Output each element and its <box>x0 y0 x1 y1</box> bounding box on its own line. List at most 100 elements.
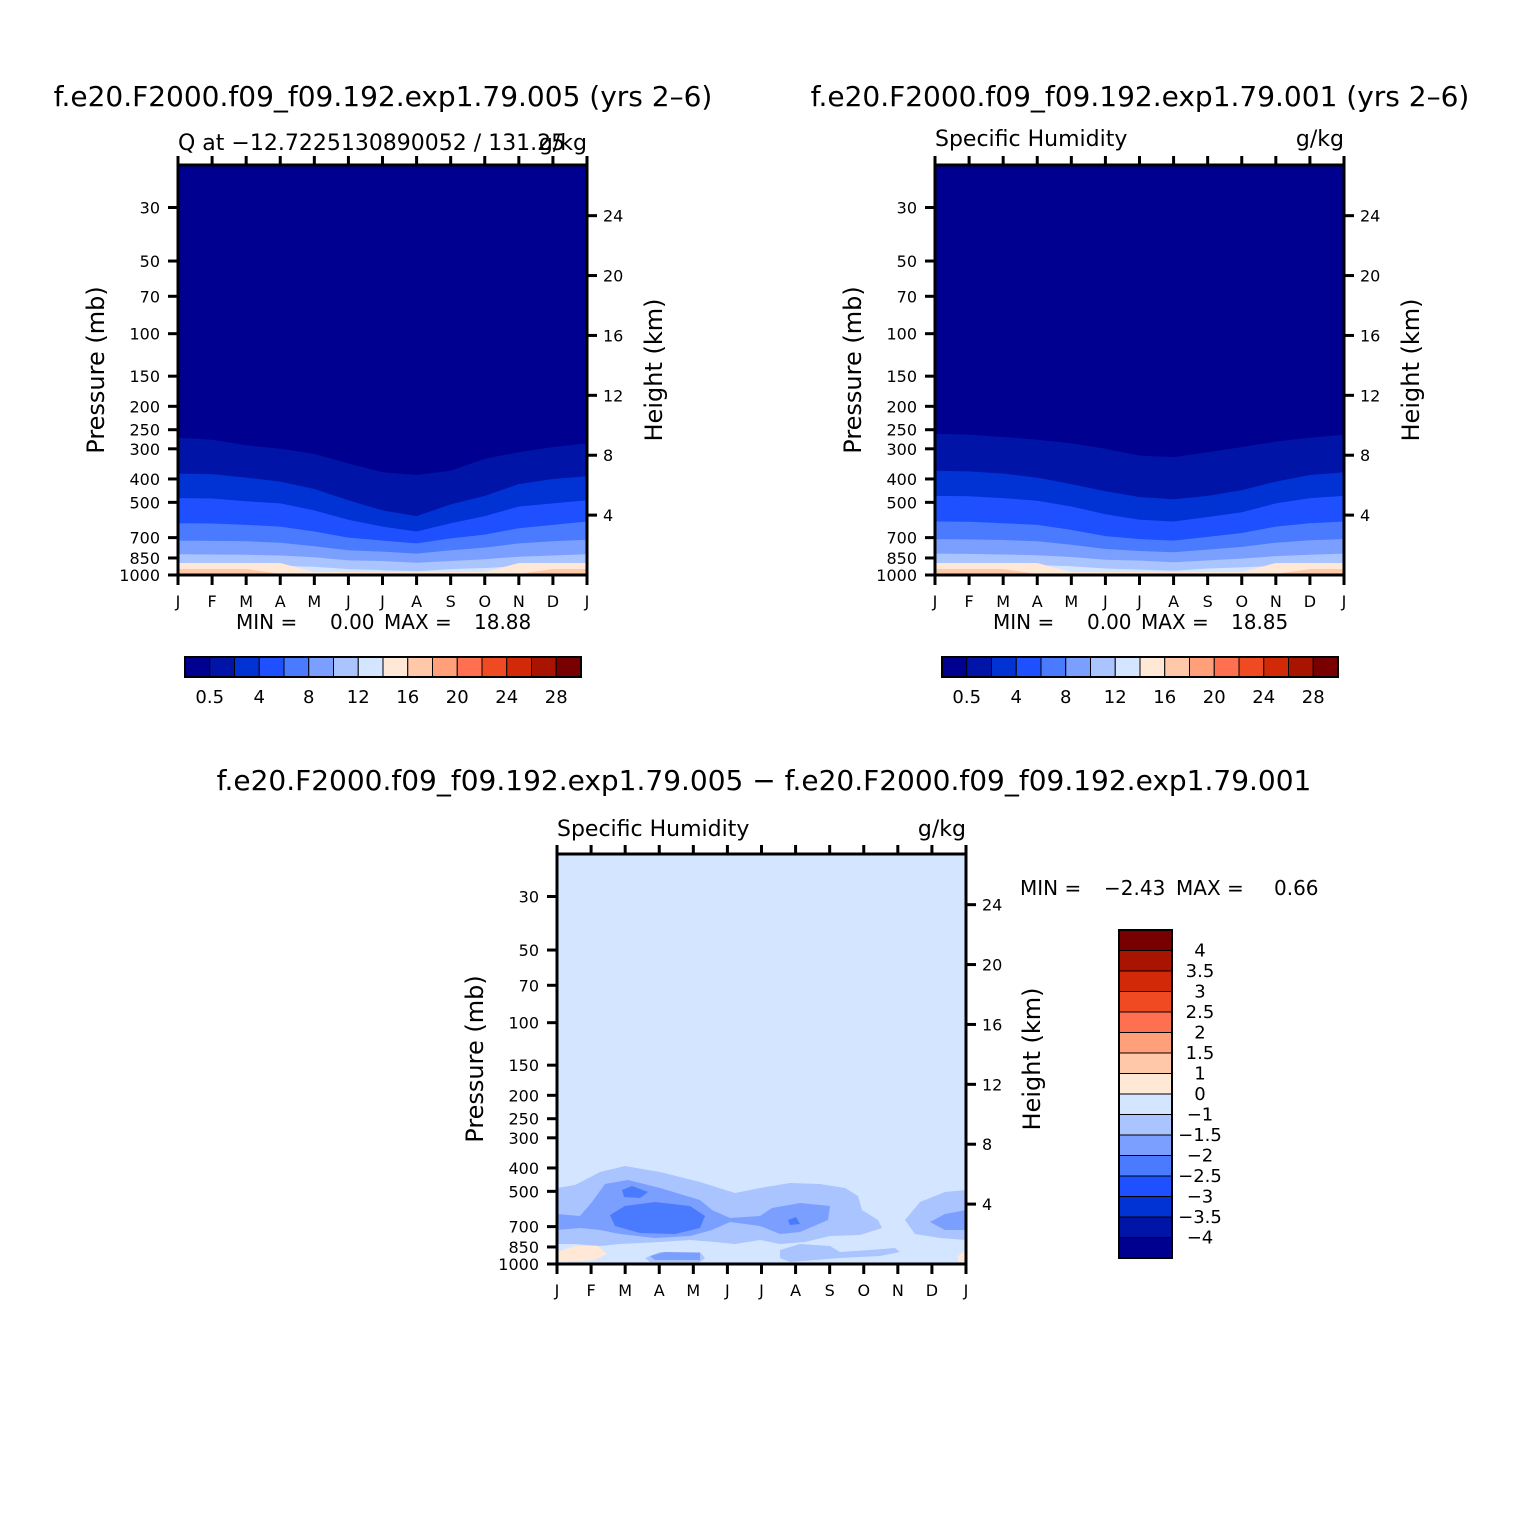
panel-left-label: Q at −12.7225130890052 / 131.25 <box>178 131 565 156</box>
month-tick-label: M <box>686 1281 700 1300</box>
pressure-tick-label: 30 <box>519 887 539 906</box>
colorbar-label: 28 <box>1302 687 1325 708</box>
month-tick-label: J <box>758 1281 764 1300</box>
height-tick-label: 16 <box>603 326 623 345</box>
colorbar-label: 3.5 <box>1186 961 1215 982</box>
pressure-tick-label: 700 <box>886 529 917 548</box>
contour-band-16 <box>935 563 1344 575</box>
height-axis: 4 8 12 16 20 24 <box>587 207 623 525</box>
colorbar-label: 1.5 <box>1186 1043 1215 1064</box>
pressure-tick-label: 500 <box>508 1182 539 1201</box>
month-tick-label: J <box>724 1281 730 1300</box>
panel-title: f.e20.F2000.f09_f09.192.exp1.79.005 − f.… <box>217 764 1312 797</box>
max-label: MAX = <box>384 610 452 634</box>
pressure-tick-label: 300 <box>129 440 160 459</box>
panel-difference: f.e20.F2000.f09_f09.192.exp1.79.005 − f.… <box>217 764 1319 1300</box>
pressure-tick-label: 200 <box>508 1086 539 1105</box>
colorbar-swatch <box>258 656 285 678</box>
colorbar-label: 28 <box>545 687 568 708</box>
contour-band-16 <box>178 563 587 575</box>
pressure-axis-label: Pressure (mb) <box>839 286 867 453</box>
diff-band-minus1-5 <box>650 1252 700 1260</box>
pressure-tick-label: 50 <box>897 252 917 271</box>
month-tick-label: A <box>790 1281 801 1300</box>
colorbar-swatch <box>432 656 458 678</box>
pressure-tick-label: 400 <box>129 470 160 489</box>
colorbar-swatch <box>1118 1052 1173 1074</box>
month-tick-label: M <box>1064 592 1078 611</box>
height-tick-label: 4 <box>1360 506 1370 525</box>
month-tick-label: J <box>1341 592 1347 611</box>
colorbar-swatch <box>1213 656 1240 678</box>
pressure-axis-label: Pressure (mb) <box>82 286 110 453</box>
min-value: 0.00 <box>330 610 375 634</box>
colorbar-swatch <box>966 656 992 678</box>
colorbar-label: 12 <box>1104 687 1127 708</box>
colorbar-label: −1.5 <box>1178 1125 1222 1146</box>
colorbar-swatch <box>1118 950 1173 972</box>
height-axis-label: Height (km) <box>640 299 668 442</box>
colorbar-swatch <box>506 656 532 678</box>
pressure-tick-label: 150 <box>129 367 160 386</box>
height-tick-label: 8 <box>982 1135 992 1154</box>
plot-area <box>933 163 1346 577</box>
panel-exp005: f.e20.F2000.f09_f09.192.exp1.79.005 (yrs… <box>54 80 713 708</box>
colorbar: 0.5 4 8 12 16 20 24 28 <box>184 656 582 708</box>
colorbar-label: 8 <box>303 687 314 708</box>
height-tick-label: 4 <box>982 1195 992 1214</box>
contour-bands <box>935 433 1344 575</box>
colorbar-swatch <box>1118 1093 1173 1115</box>
colorbar-frame <box>941 656 1339 678</box>
pressure-tick-label: 850 <box>129 549 160 568</box>
pressure-tick-label: 250 <box>129 421 160 440</box>
colorbar-label: 16 <box>396 687 419 708</box>
height-tick-label: 12 <box>982 1075 1002 1094</box>
colorbar-swatch <box>234 656 260 678</box>
pressure-tick-label: 850 <box>886 549 917 568</box>
pressure-axis-label: Pressure (mb) <box>461 975 489 1142</box>
colorbar-vertical: 43.532.521.510−1−1.5−2−2.5−3−3.5−4 <box>1118 929 1222 1259</box>
diff-band-plus0 <box>958 1250 966 1262</box>
contour-bands <box>178 437 587 575</box>
diff-band-minus1 <box>780 1244 900 1262</box>
colorbar-label: 4 <box>1194 941 1205 962</box>
colorbar-swatch <box>1065 656 1091 678</box>
pressure-tick-label: 250 <box>508 1110 539 1129</box>
panel-exp001: f.e20.F2000.f09_f09.192.exp1.79.001 (yrs… <box>811 80 1470 708</box>
colorbar-swatch <box>1090 656 1116 678</box>
max-label: MAX = <box>1141 610 1209 634</box>
colorbar-swatch <box>1118 1134 1173 1156</box>
colorbar-swatch <box>1118 929 1173 951</box>
pressure-tick-label: 150 <box>886 367 917 386</box>
colorbar-label: −1 <box>1187 1105 1214 1126</box>
pressure-tick-label: 50 <box>140 252 160 271</box>
colorbar-label: 4 <box>254 687 265 708</box>
colorbar-swatch <box>1118 991 1173 1013</box>
month-tick-label: M <box>618 1281 632 1300</box>
pressure-tick-label: 1000 <box>119 566 160 585</box>
plot-area <box>176 163 589 577</box>
pressure-tick-label: 100 <box>886 325 917 344</box>
height-tick-label: 8 <box>603 446 613 465</box>
height-tick-label: 16 <box>1360 326 1380 345</box>
month-tick-label: J <box>1102 592 1108 611</box>
month-tick-label: A <box>1032 592 1043 611</box>
min-value: 0.00 <box>1087 610 1132 634</box>
colorbar-label: −2.5 <box>1178 1166 1222 1187</box>
panel-units-label: g/kg <box>539 131 587 156</box>
colorbar-label: 0.5 <box>195 687 224 708</box>
month-tick-label: A <box>654 1281 665 1300</box>
pressure-tick-label: 100 <box>129 325 160 344</box>
colorbar-label: 12 <box>347 687 370 708</box>
pressure-tick-label: 400 <box>508 1159 539 1178</box>
colorbar-frame <box>184 656 582 678</box>
month-tick-label: M <box>239 592 253 611</box>
colorbar-label: 0.5 <box>952 687 981 708</box>
colorbar-swatch <box>308 656 334 678</box>
month-tick-label: S <box>1203 592 1213 611</box>
month-tick-label: F <box>586 1281 595 1300</box>
colorbar-swatch <box>1312 656 1339 678</box>
